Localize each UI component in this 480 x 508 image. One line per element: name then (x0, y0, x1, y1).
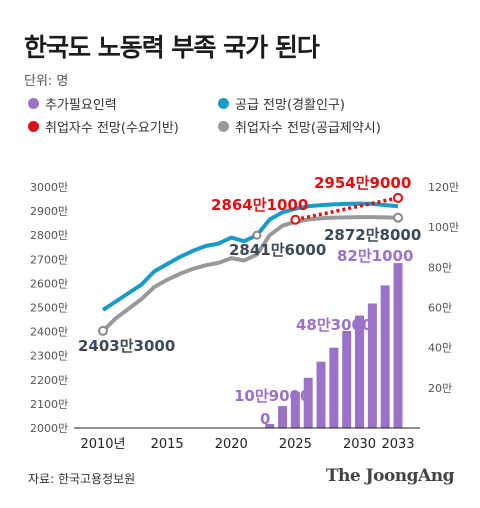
x-tick-label: 2033 (381, 437, 414, 452)
legend-item-supply: 공급 전망(경활인구) (218, 94, 345, 113)
marker-constrained-end (393, 212, 403, 223)
page-title: 한국도 노동력 부족 국가 된다 (24, 33, 320, 62)
right-tick-label: 60만 (428, 302, 452, 315)
left-tick-label: 2900만 (30, 205, 68, 218)
x-axis: 2010년 2015 2020 2025 2030 2033 (80, 437, 414, 452)
bar (265, 424, 275, 428)
label-2841: 2841만6000 (229, 241, 326, 259)
legend-item-demand: 취업자수 전망(수요기반) (28, 117, 179, 136)
label-2954: 2954만9000 (314, 174, 411, 192)
bar (355, 315, 365, 428)
left-tick-label: 2300만 (30, 350, 68, 363)
legend-dot-blue (218, 98, 229, 109)
legend-item-constrained: 취업자수 전망(공급제약시) (218, 117, 381, 136)
left-tick-label: 2600만 (30, 277, 68, 290)
bar (367, 303, 377, 428)
x-tick-label: 2030 (343, 437, 376, 452)
left-tick-label: 2000만 (30, 422, 68, 435)
left-tick-label: 2500만 (30, 302, 68, 315)
legend-label: 취업자수 전망(수요기반) (45, 121, 179, 136)
bar (342, 330, 352, 428)
right-tick-label: 20만 (428, 382, 452, 395)
marker-demand-start (290, 214, 301, 225)
bar (290, 391, 300, 428)
legend-label: 추가필요인력 (45, 98, 117, 113)
supply-line (101, 201, 399, 312)
marker-2010 (98, 325, 108, 336)
right-axis: 120만 100만 80만 60만 40만 20만 (428, 181, 459, 395)
bar (303, 377, 313, 428)
point-markers (98, 192, 403, 336)
bar-series (265, 263, 403, 428)
x-tick-label: 2015 (151, 437, 184, 452)
legend-label: 공급 전망(경활인구) (235, 98, 345, 113)
label-82: 82만1000 (337, 247, 413, 265)
marker-demand-end (393, 192, 403, 203)
legend-dot-red (28, 121, 39, 132)
bar (316, 361, 326, 428)
legend-dot-purple (28, 98, 39, 109)
left-tick-label: 2800만 (30, 229, 68, 242)
legend-dot-gray (218, 121, 229, 132)
left-tick-label: 3000만 (30, 181, 68, 194)
right-tick-label: 120만 (428, 181, 459, 194)
label-2872: 2872만8000 (324, 226, 421, 244)
left-tick-label: 2200만 (30, 374, 68, 387)
bar (329, 347, 339, 428)
x-tick-label: 2010년 (80, 437, 125, 452)
left-tick-label: 2400만 (30, 326, 68, 339)
label-2864: 2864만1000 (211, 196, 308, 214)
bar (278, 406, 288, 428)
bar (380, 285, 390, 428)
bar (393, 263, 403, 428)
x-tick-label: 2025 (279, 437, 312, 452)
left-tick-label: 2700만 (30, 253, 68, 266)
label-10: 10만9000 (234, 387, 310, 405)
right-tick-label: 80만 (428, 261, 452, 274)
right-tick-label: 100만 (428, 221, 459, 234)
legend-item-additional-workforce: 추가필요인력 (28, 94, 117, 113)
legend-label: 취업자수 전망(공급제약시) (235, 121, 381, 136)
label-2403: 2403만3000 (78, 337, 175, 355)
publisher-logo: The JoongAng (325, 466, 455, 486)
constrained-line (101, 215, 399, 333)
right-tick-label: 40만 (428, 342, 452, 355)
marker-2022 (252, 230, 262, 240)
left-axis: 3000만 2900만 2800만 2700만 2600만 2500만 2400만 2300만… (30, 181, 68, 435)
unit-label: 단위: 명 (24, 74, 69, 89)
label-48: 48만3000 (296, 316, 372, 334)
label-0: 0 (260, 410, 270, 428)
left-tick-label: 2100만 (30, 398, 68, 411)
x-tick-label: 2020 (215, 437, 248, 452)
source-note: 자료: 한국고용정보원 (28, 472, 136, 486)
